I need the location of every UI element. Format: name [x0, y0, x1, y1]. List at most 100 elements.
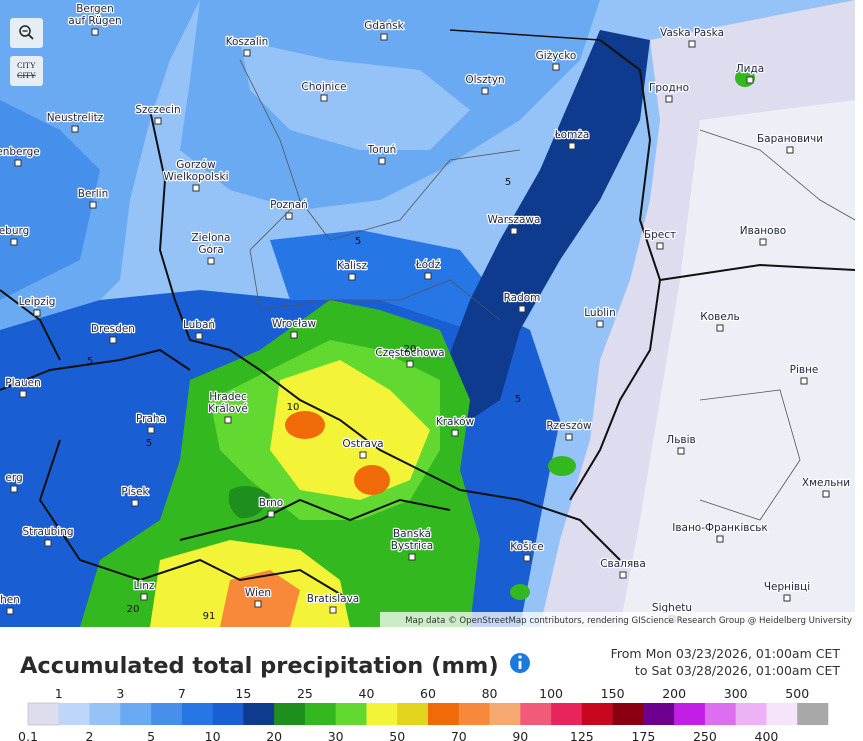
zoom-control[interactable]	[10, 18, 43, 48]
precip-area	[228, 486, 270, 519]
city-label: Hradec	[209, 391, 247, 403]
city-marker	[6, 607, 14, 615]
legend-swatch	[520, 703, 552, 725]
city-marker	[424, 272, 432, 280]
city-toggle[interactable]: CITY CITY	[10, 56, 43, 86]
legend-swatch	[89, 703, 121, 725]
legend-swatch	[428, 703, 460, 725]
city-marker	[656, 242, 664, 250]
city-marker	[285, 212, 293, 220]
contour-label: 5	[355, 236, 361, 247]
city-marker	[290, 331, 298, 339]
legend-label: 250	[693, 729, 717, 741]
city-toggle-label: CITY	[17, 61, 36, 70]
city-marker	[254, 600, 262, 608]
city-marker	[451, 429, 459, 437]
precip-area	[285, 411, 325, 439]
city-marker	[71, 125, 79, 133]
city-marker	[596, 320, 604, 328]
city-marker	[783, 594, 791, 602]
city-label: Bratislava	[307, 593, 359, 605]
legend-swatch	[797, 703, 829, 725]
city-label: Львів	[666, 434, 695, 446]
city-toggle-button[interactable]	[10, 56, 43, 86]
legend-label: 150	[601, 686, 625, 701]
contour-label: 5	[505, 177, 511, 188]
legend-swatch	[581, 703, 613, 725]
legend-label: 300	[724, 686, 748, 701]
city-marker	[320, 94, 328, 102]
city-marker	[380, 33, 388, 41]
city-label: Chojnice	[301, 81, 346, 93]
city-label: Dresden	[91, 323, 135, 335]
city-marker	[716, 535, 724, 543]
city-label: Plauen	[5, 377, 40, 389]
precip-area	[270, 230, 500, 330]
zoom-out-button[interactable]	[10, 18, 43, 48]
precip-area	[548, 456, 576, 476]
legend-swatch	[674, 703, 706, 725]
city-marker	[195, 332, 203, 340]
city-label: Wrocław	[272, 318, 317, 330]
city-label: Poznań	[270, 199, 308, 211]
city-marker	[348, 273, 356, 281]
city-marker	[329, 606, 337, 614]
city-label: Рівне	[790, 364, 819, 376]
city-label: Ковель	[700, 311, 739, 323]
city-marker	[267, 510, 275, 518]
precip-area	[240, 40, 470, 150]
legend-swatch	[735, 703, 767, 725]
legend-label: 50	[389, 729, 405, 741]
legend-swatch	[458, 703, 490, 725]
city-label: Ostrava	[342, 438, 383, 450]
contour-label: 5	[87, 356, 93, 367]
legend-swatch	[212, 703, 244, 725]
city-marker	[192, 184, 200, 192]
city-marker	[619, 571, 627, 579]
city-label: Berlin	[78, 188, 108, 200]
city-label: Kalisz	[337, 260, 367, 272]
city-marker	[10, 485, 18, 493]
city-label: Łomża	[554, 129, 590, 141]
info-icon[interactable]	[510, 653, 530, 673]
city-marker	[716, 324, 724, 332]
city-marker	[822, 490, 830, 498]
city-label: Neustrelitz	[47, 112, 104, 124]
city-label: Барановичи	[757, 133, 823, 145]
legend-swatch	[243, 703, 275, 725]
info-icon-glyph	[518, 661, 522, 669]
legend-label: 40	[359, 686, 375, 701]
city-marker	[378, 157, 386, 165]
title: Accumulated total precipitation (mm)	[20, 653, 499, 679]
city-label: Praha	[136, 413, 166, 425]
city-marker	[10, 238, 18, 246]
city-marker	[523, 554, 531, 562]
city-marker	[759, 238, 767, 246]
precip-area	[270, 360, 430, 500]
city-marker	[19, 390, 27, 398]
contour-label: 20	[127, 604, 140, 615]
city-label: Гродно	[649, 82, 689, 94]
contour-layer: 5 5 5 5 5 20 20 10 91	[87, 177, 521, 622]
legend-swatch	[397, 703, 429, 725]
city-marker	[746, 76, 754, 84]
city-label: Bystrica	[391, 540, 433, 552]
legend-label: 7	[178, 686, 186, 701]
country-borders	[0, 29, 855, 601]
legend-swatch	[274, 703, 306, 725]
legend-label: 0.1	[18, 729, 38, 741]
city-toggle-label: CITY	[17, 71, 36, 80]
period-from: From Mon 03/23/2026, 01:00am CET	[611, 646, 841, 661]
city-label: Иваново	[740, 225, 786, 237]
zoom-icon	[19, 25, 31, 37]
city-marker	[565, 433, 573, 441]
legend: 0.1 1 2 3 5 7 10 15 20 25 30 40 50 60 70 80 90 100 125 150 1…	[18, 686, 829, 741]
legend-label: 100	[539, 686, 563, 701]
legend-swatch	[643, 703, 675, 725]
contour-label: 5	[146, 438, 152, 449]
city-label: Leipzig	[19, 296, 56, 308]
legend-label: 500	[785, 686, 809, 701]
legend-label: 125	[570, 729, 594, 741]
